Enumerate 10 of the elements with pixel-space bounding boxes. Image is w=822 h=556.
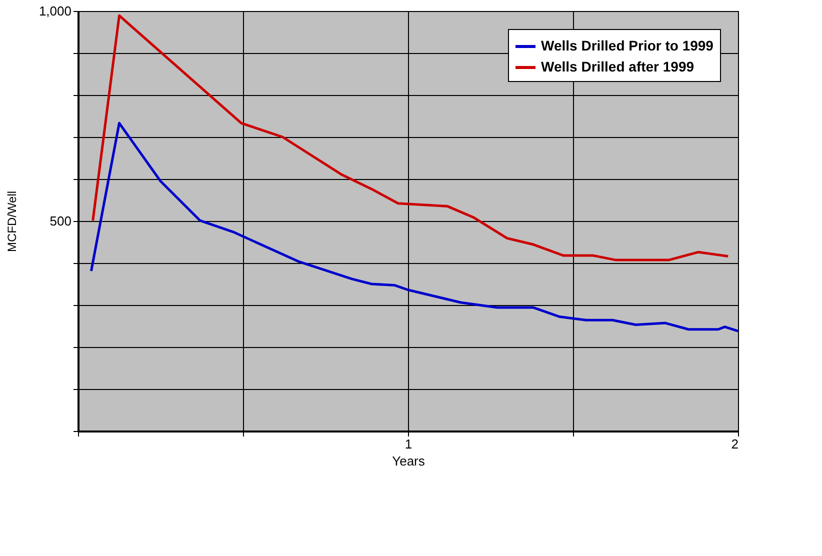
x-tick-label: 1 <box>404 436 412 452</box>
legend-label: Wells Drilled Prior to 1999 <box>541 38 714 54</box>
y-axis-title: MCFD/Well <box>4 190 19 252</box>
x-axis-title: Years <box>392 454 426 468</box>
legend-label: Wells Drilled after 1999 <box>541 58 694 74</box>
line-series <box>92 14 730 262</box>
y-tick-label: 500 <box>50 214 72 228</box>
x-tick-label: 2 <box>731 436 738 452</box>
line-series <box>90 122 740 332</box>
y-tick-label: 1,000 <box>38 4 72 18</box>
